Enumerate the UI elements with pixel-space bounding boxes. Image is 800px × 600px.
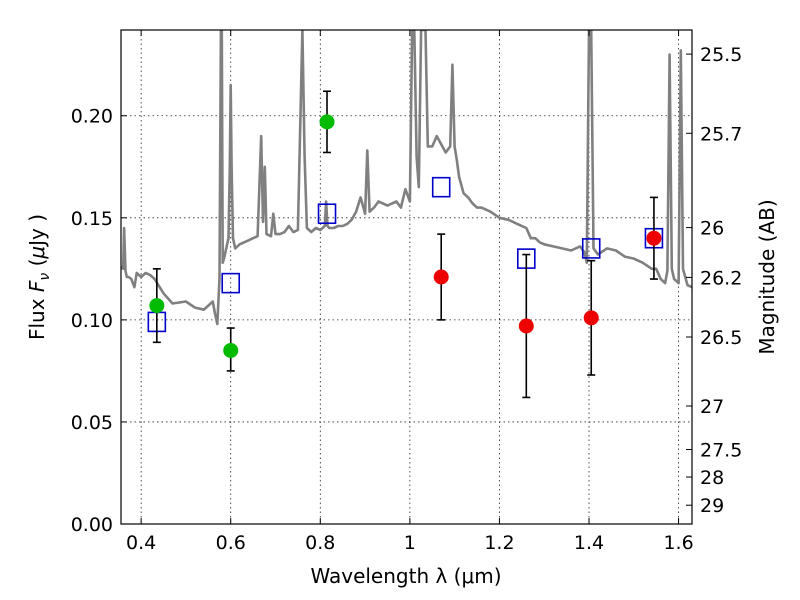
y-axis-label: Flux Fν (μJy )	[25, 214, 53, 340]
mag-tick-label: 26	[700, 218, 724, 240]
mag-tick-label: 26.5	[700, 327, 742, 349]
mag-tick-label: 26.2	[700, 267, 742, 289]
observed-point	[646, 230, 662, 246]
mag-tick-label: 27	[700, 396, 724, 418]
y-tick-label: 0.05	[71, 412, 113, 434]
y-tick-label: 0.00	[71, 514, 113, 536]
observed-point	[319, 114, 335, 130]
model-square-marker	[317, 203, 337, 225]
model-square-marker	[431, 176, 451, 198]
y-tick-label: 0.10	[71, 310, 113, 332]
y2-axis-label: Magnitude (AB)	[755, 199, 779, 354]
x-tick-label: 1.2	[484, 532, 514, 554]
mag-tick-label: 27.5	[700, 439, 742, 461]
mag-tick-label: 28	[700, 467, 724, 489]
mag-tick-label: 29	[700, 495, 724, 517]
model-square-marker	[581, 238, 601, 259]
plot-area	[121, 30, 692, 399]
observed-point	[223, 342, 239, 358]
x-tick-label: 1.6	[663, 532, 693, 554]
model-square-marker	[221, 272, 241, 294]
x-tick-label: 1.4	[574, 532, 604, 554]
x-tick-label: 0.6	[216, 532, 246, 554]
axis-ticks	[121, 30, 692, 525]
observed-point	[149, 298, 165, 314]
mag-tick-label: 25.7	[700, 123, 742, 145]
mag-tick-label: 25.5	[700, 44, 742, 66]
observed-point	[518, 318, 534, 334]
observed-point	[583, 310, 599, 326]
observed-point	[433, 269, 449, 285]
spectrum-line	[121, 30, 692, 326]
y-tick-label: 0.20	[71, 106, 113, 128]
x-tick-label: 0.4	[126, 532, 156, 554]
x-tick-label: 1	[404, 532, 416, 554]
x-axis-label: Wavelength λ (μm)	[310, 564, 501, 588]
x-tick-label: 0.8	[305, 532, 335, 554]
axis-tick-labels: 0.4 0.6 0.8 1 1.2 1.4 1.6 0.00 0.05 0.10 0.15 0.20 2…	[71, 44, 743, 554]
y-tick-label: 0.15	[71, 208, 113, 230]
